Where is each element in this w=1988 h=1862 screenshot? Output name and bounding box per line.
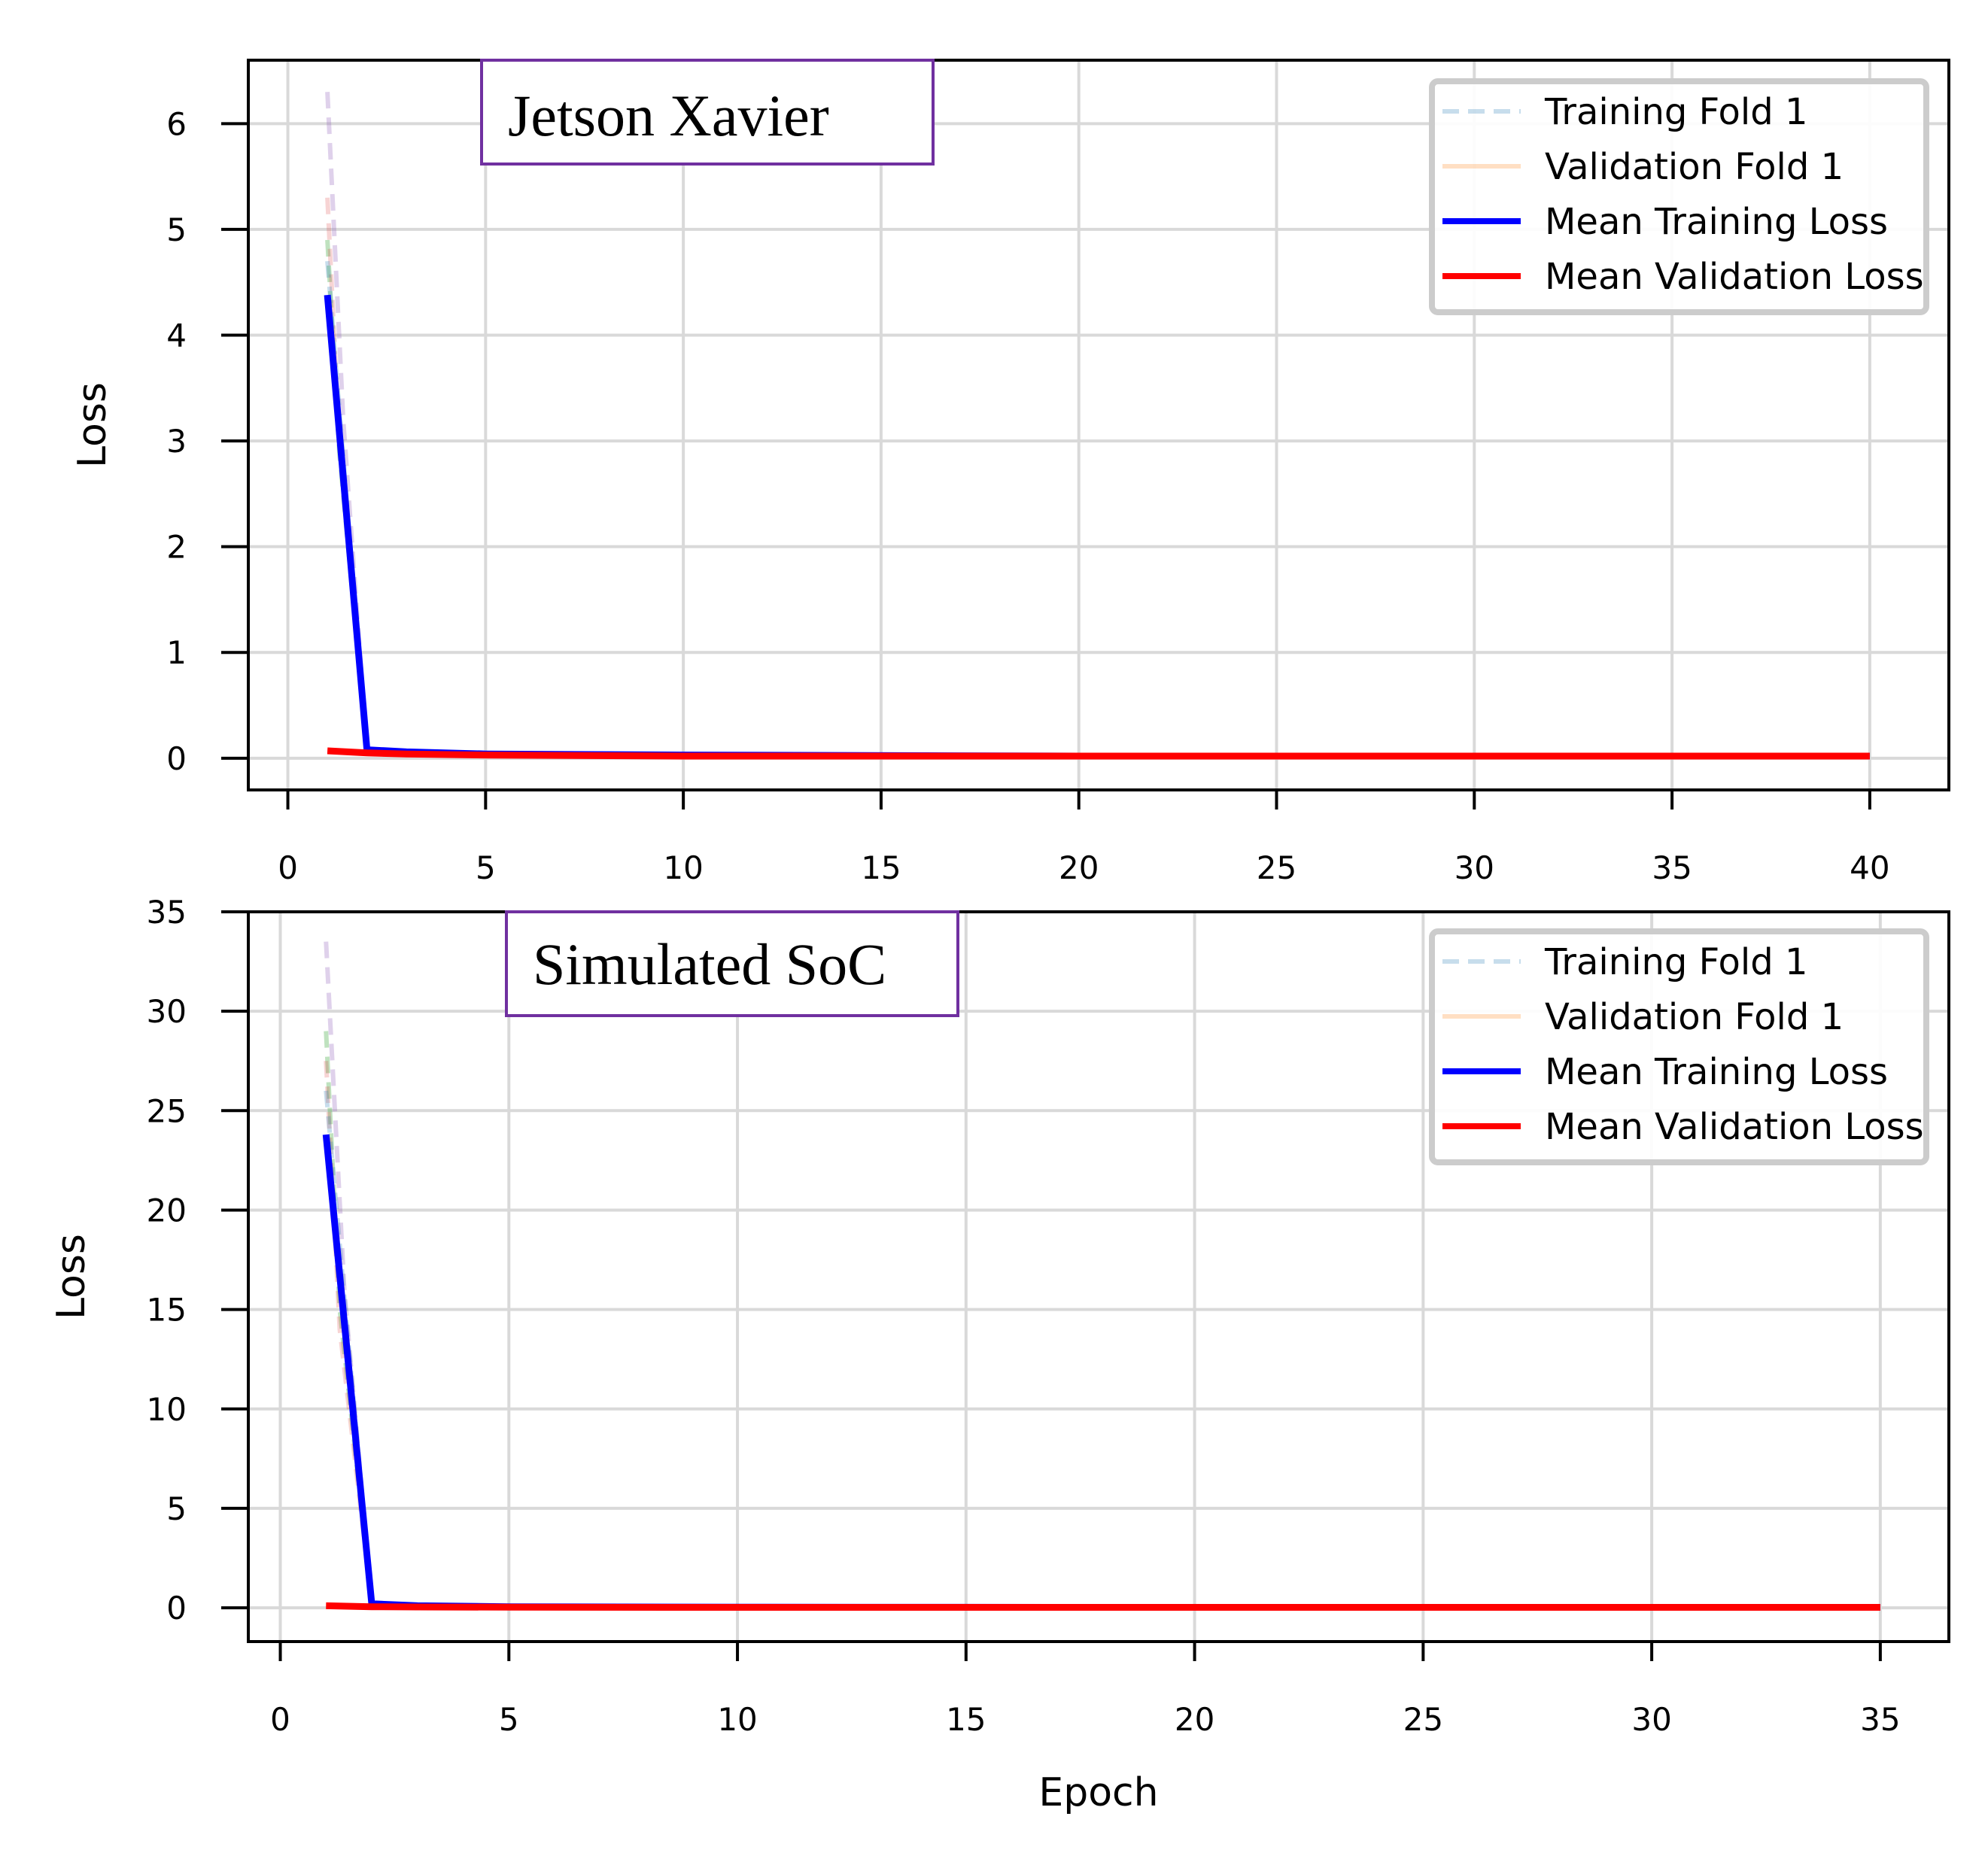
x-tick-label: 35	[1652, 849, 1692, 886]
y-tick-label: 3	[166, 423, 187, 460]
y-tick-label: 5	[166, 1490, 187, 1527]
y-tick-label: 10	[147, 1391, 187, 1428]
x-tick-label: 30	[1455, 849, 1494, 886]
legend: Training Fold 1 Validation Fold 1 Mean Tra…	[1429, 928, 1929, 1165]
x-tick-label: 25	[1403, 1701, 1443, 1738]
y-tick-label: 35	[147, 894, 187, 931]
legend-box	[1429, 78, 1929, 315]
legend-entry: Mean Training Loss	[1545, 1051, 1888, 1093]
x-tick-label: 20	[1059, 849, 1099, 886]
legend-entry: Training Fold 1	[1544, 91, 1808, 133]
y-tick-label: 0	[166, 1590, 187, 1627]
legend-entry: Mean Training Loss	[1545, 201, 1888, 243]
axes-frame	[247, 59, 1950, 791]
annotation-label: Jetson Xavier	[508, 83, 829, 148]
annotation-box	[505, 910, 959, 1017]
y-tick-label: 5	[166, 211, 187, 248]
series-line-mean-training-loss	[324, 294, 1870, 760]
series-line-mean-training-loss	[322, 1134, 1880, 1611]
y-tick-label: 30	[147, 993, 187, 1030]
x-tick-label: 0	[278, 849, 298, 886]
x-tick-label: 5	[476, 849, 496, 886]
legend-entry: Mean Validation Loss	[1545, 256, 1924, 298]
x-tick-label: 35	[1860, 1701, 1900, 1738]
annotation-box	[480, 59, 935, 166]
x-tick-label: 15	[946, 1701, 986, 1738]
y-tick-label: 15	[147, 1292, 187, 1329]
legend-entry: Training Fold 1	[1544, 941, 1808, 983]
x-axis-label: Epoch	[1038, 1770, 1158, 1815]
y-tick-label: 20	[147, 1192, 187, 1229]
legend-entry: Validation Fold 1	[1545, 996, 1844, 1038]
legend-box	[1429, 928, 1929, 1165]
x-tick-label: 5	[499, 1701, 519, 1738]
series-line-mean-validation-loss	[327, 747, 1870, 760]
axes-frame	[247, 910, 1950, 1643]
x-tick-label: 40	[1850, 849, 1889, 886]
y-tick-label: 1	[166, 634, 187, 671]
x-tick-label: 10	[717, 1701, 757, 1738]
legend-entry: Validation Fold 1	[1545, 146, 1844, 188]
panel-jetson-xavier: 0 5 10 15 20 25 30 35 40 0 1 2 3 4 5 6 Loss Jetson Xavier…	[70, 59, 1950, 886]
legend: Training Fold 1 Validation Fold 1 Mean Tra…	[1429, 78, 1929, 315]
y-tick-label: 25	[147, 1092, 187, 1129]
legend-entry: Mean Validation Loss	[1545, 1106, 1924, 1148]
series-line-mean-validation-loss	[326, 1602, 1880, 1611]
y-tick-label: 2	[166, 529, 187, 566]
x-tick-label: 30	[1631, 1701, 1671, 1738]
y-tick-label: 4	[166, 317, 187, 354]
x-tick-label: 0	[270, 1701, 290, 1738]
y-axis-label: Loss	[70, 382, 115, 468]
x-tick-label: 25	[1257, 849, 1296, 886]
annotation-label: Simulated SoC	[533, 931, 886, 997]
x-tick-label: 10	[663, 849, 703, 886]
x-tick-label: 15	[861, 849, 901, 886]
y-tick-label: 0	[166, 740, 187, 777]
y-axis-label: Loss	[49, 1234, 94, 1320]
x-tick-label: 20	[1175, 1701, 1214, 1738]
panel-simulated-soc: 0 5 10 15 20 25 30 35 0 5 10 15 20 25 30 35 Loss Epoch Sim…	[49, 894, 1950, 1815]
series-line-training-fold-1	[324, 1090, 1880, 1610]
y-tick-label: 6	[166, 105, 187, 142]
